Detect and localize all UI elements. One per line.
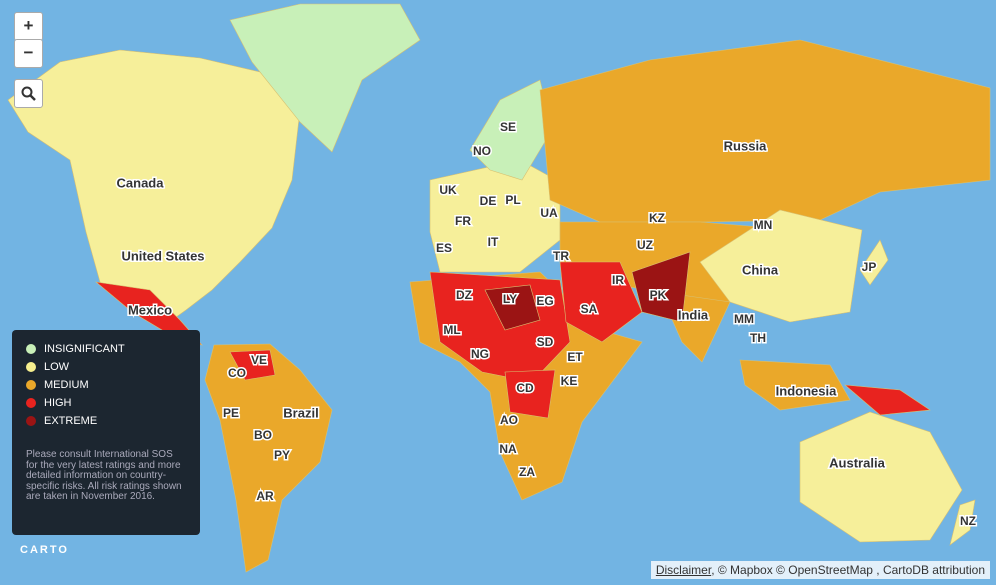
legend-swatch xyxy=(26,344,36,354)
disclaimer-link[interactable]: Disclaimer xyxy=(655,563,712,577)
country-label: EG xyxy=(536,294,553,308)
libya xyxy=(484,284,541,331)
legend: INSIGNIFICANT LOW MEDIUM HIGH EXTREME Please… xyxy=(12,330,200,535)
country-label: SA xyxy=(581,302,598,316)
country-label: NA xyxy=(499,442,517,456)
australia xyxy=(799,411,963,543)
search-icon xyxy=(21,86,36,101)
country-label: PK xyxy=(650,288,667,302)
legend-swatch xyxy=(26,362,36,372)
country-label: Canada xyxy=(117,175,165,190)
country-label: FR xyxy=(455,214,471,228)
country-label: LY xyxy=(503,292,517,306)
country-label: IR xyxy=(612,273,624,287)
country-label: ML xyxy=(443,323,460,337)
country-label: DZ xyxy=(456,288,472,302)
country-label: IT xyxy=(488,235,499,249)
country-label: Indonesia xyxy=(776,383,837,398)
north-america xyxy=(7,49,301,326)
country-label: MM xyxy=(734,312,754,326)
legend-item: MEDIUM xyxy=(26,376,186,394)
country-label: NO xyxy=(473,144,491,158)
country-label: India xyxy=(678,307,709,322)
country-label: Brazil xyxy=(283,405,318,420)
legend-note: Please consult International SOS for the… xyxy=(26,449,182,502)
land xyxy=(7,3,991,573)
country-label: Mexico xyxy=(128,302,172,317)
country-label: NZ xyxy=(960,514,976,528)
country-label: United States xyxy=(121,248,204,263)
legend-label: INSIGNIFICANT xyxy=(44,343,125,355)
legend-item: LOW xyxy=(26,358,186,376)
attribution-text: , © Mapbox © OpenStreetMap , CartoDB att… xyxy=(711,563,985,577)
country-label: PE xyxy=(223,406,239,420)
country-label: KE xyxy=(561,374,578,388)
pakistan xyxy=(631,251,691,323)
russia xyxy=(539,39,991,223)
country-label: ET xyxy=(567,350,583,364)
indonesia xyxy=(739,359,851,411)
attribution: Disclaimer, © Mapbox © OpenStreetMap , C… xyxy=(650,561,990,579)
legend-swatch xyxy=(26,398,36,408)
country-label: Russia xyxy=(724,138,767,153)
legend-items: INSIGNIFICANT LOW MEDIUM HIGH EXTREME xyxy=(26,340,186,430)
country-label: VE xyxy=(251,353,267,367)
country-label: PY xyxy=(274,448,290,462)
mexico xyxy=(94,281,203,346)
country-label: AR xyxy=(256,489,274,503)
country-label: BO xyxy=(254,428,272,442)
greenland xyxy=(229,3,421,153)
legend-item: INSIGNIFICANT xyxy=(26,340,186,358)
country-label: JP xyxy=(862,260,877,274)
country-label: MN xyxy=(754,218,773,232)
country-label: SE xyxy=(500,120,516,134)
country-labels: Canada United States Mexico Russia China… xyxy=(115,119,977,530)
country-label: KZ xyxy=(649,211,665,225)
south-america xyxy=(204,343,333,573)
country-label: SD xyxy=(537,335,554,349)
legend-swatch xyxy=(26,380,36,390)
country-label: CD xyxy=(516,381,534,395)
country-label: UK xyxy=(439,183,457,197)
png xyxy=(844,384,931,416)
country-label: UZ xyxy=(637,238,653,252)
japan xyxy=(859,239,889,286)
country-label: China xyxy=(742,262,779,277)
legend-item: HIGH xyxy=(26,394,186,412)
country-label: TR xyxy=(553,249,569,263)
country-label: ZA xyxy=(519,465,535,479)
country-label: UA xyxy=(540,206,558,220)
zoom-out[interactable]: − xyxy=(14,39,43,68)
legend-label: EXTREME xyxy=(44,415,98,427)
congo xyxy=(504,369,556,419)
country-label: DE xyxy=(480,194,497,208)
country-label: ES xyxy=(436,241,452,255)
legend-item: EXTREME xyxy=(26,412,186,430)
new-zealand xyxy=(949,499,976,546)
legend-label: MEDIUM xyxy=(44,379,89,391)
middle-east xyxy=(559,261,643,343)
venezuela xyxy=(229,349,276,381)
carto-logo[interactable]: CARTO xyxy=(20,544,69,556)
legend-swatch xyxy=(26,416,36,426)
country-label: PL xyxy=(505,193,520,207)
search-button[interactable] xyxy=(14,79,43,108)
zoom-in[interactable]: + xyxy=(14,12,43,41)
legend-label: LOW xyxy=(44,361,70,373)
country-label: AO xyxy=(500,413,518,427)
country-label: TH xyxy=(750,331,766,345)
country-label: CO xyxy=(228,366,246,380)
country-label: NG xyxy=(471,347,489,361)
country-label: Australia xyxy=(829,455,885,470)
legend-label: HIGH xyxy=(44,397,72,409)
